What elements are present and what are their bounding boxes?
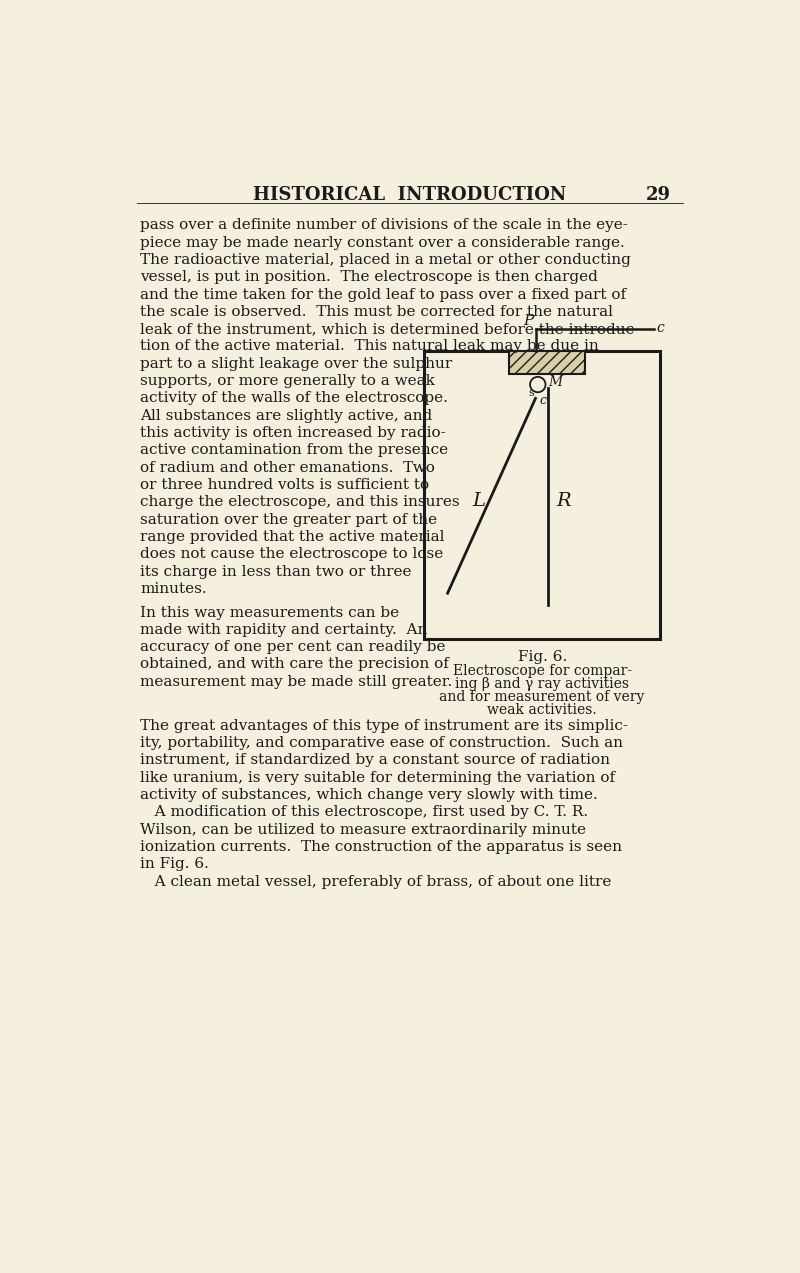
Text: in Fig. 6.: in Fig. 6. [140, 857, 209, 871]
Text: tion of the active material.  This natural leak may be due in: tion of the active material. This natura… [140, 340, 599, 354]
Text: A clean metal vessel, preferably of brass, of about one litre: A clean metal vessel, preferably of bras… [140, 875, 612, 889]
Text: L: L [472, 491, 485, 509]
Text: pass over a definite number of divisions of the scale in the eye-: pass over a definite number of divisions… [140, 218, 628, 232]
Text: M: M [548, 376, 562, 390]
Text: ing β and γ ray activities: ing β and γ ray activities [455, 677, 629, 691]
Text: supports, or more generally to a weak: supports, or more generally to a weak [140, 374, 435, 388]
Text: activity of the walls of the electroscope.: activity of the walls of the electroscop… [140, 392, 448, 406]
Text: part to a slight leakage over the sulphur: part to a slight leakage over the sulphu… [140, 356, 453, 370]
Text: All substances are slightly active, and: All substances are slightly active, and [140, 409, 433, 423]
Text: minutes.: minutes. [140, 582, 207, 596]
Text: of radium and other emanations.  Two: of radium and other emanations. Two [140, 461, 435, 475]
Text: activity of substances, which change very slowly with time.: activity of substances, which change ver… [140, 788, 598, 802]
Text: 29: 29 [646, 186, 670, 204]
Text: vessel, is put in position.  The electroscope is then charged: vessel, is put in position. The electros… [140, 270, 598, 284]
Text: ity, portability, and comparative ease of construction.  Such an: ity, portability, and comparative ease o… [140, 736, 623, 750]
Text: made with rapidity and certainty.  An: made with rapidity and certainty. An [140, 622, 428, 636]
Text: piece may be made nearly constant over a considerable range.: piece may be made nearly constant over a… [140, 236, 625, 250]
Text: c': c' [539, 393, 550, 407]
Text: The great advantages of this type of instrument are its simplic-: The great advantages of this type of ins… [140, 719, 628, 733]
Text: P: P [523, 313, 533, 327]
Text: HISTORICAL  INTRODUCTION: HISTORICAL INTRODUCTION [254, 186, 566, 204]
Text: and for measurement of very: and for measurement of very [439, 690, 645, 704]
Text: its charge in less than two or three: its charge in less than two or three [140, 565, 412, 579]
Text: Fig. 6.: Fig. 6. [518, 651, 566, 665]
Text: leak of the instrument, which is determined before the introduc-: leak of the instrument, which is determi… [140, 322, 639, 336]
Text: the scale is observed.  This must be corrected for the natural: the scale is observed. This must be corr… [140, 304, 614, 318]
Text: does not cause the electroscope to lose: does not cause the electroscope to lose [140, 547, 443, 561]
Text: charge the electroscope, and this insures: charge the electroscope, and this insure… [140, 495, 460, 509]
Text: ionization currents.  The construction of the apparatus is seen: ionization currents. The construction of… [140, 840, 622, 854]
Text: like uranium, is very suitable for determining the variation of: like uranium, is very suitable for deter… [140, 770, 615, 784]
Text: weak activities.: weak activities. [487, 703, 597, 717]
Text: and the time taken for the gold leaf to pass over a fixed part of: and the time taken for the gold leaf to … [140, 288, 626, 302]
Text: c: c [657, 321, 664, 335]
Text: range provided that the active material: range provided that the active material [140, 530, 445, 544]
Text: In this way measurements can be: In this way measurements can be [140, 606, 399, 620]
Bar [424, 350, 660, 639]
Text: Electroscope for compar-: Electroscope for compar- [453, 665, 632, 679]
Text: saturation over the greater part of the: saturation over the greater part of the [140, 513, 438, 527]
Text: accuracy of one per cent can readily be: accuracy of one per cent can readily be [140, 640, 446, 654]
Text: active contamination from the presence: active contamination from the presence [140, 443, 449, 457]
Text: R: R [556, 491, 570, 509]
Bar [509, 350, 585, 374]
Text: instrument, if standardized by a constant source of radiation: instrument, if standardized by a constan… [140, 754, 610, 768]
Text: or three hundred volts is sufficient to: or three hundred volts is sufficient to [140, 479, 430, 493]
Text: s: s [529, 387, 534, 397]
Text: The radioactive material, placed in a metal or other conducting: The radioactive material, placed in a me… [140, 253, 631, 267]
Text: obtained, and with care the precision of: obtained, and with care the precision of [140, 657, 449, 671]
Text: A modification of this electroscope, first used by C. T. R.: A modification of this electroscope, fir… [140, 806, 589, 820]
Text: Wilson, can be utilized to measure extraordinarily minute: Wilson, can be utilized to measure extra… [140, 822, 586, 836]
Text: this activity is often increased by radio-: this activity is often increased by radi… [140, 426, 446, 440]
Text: measurement may be made still greater.: measurement may be made still greater. [140, 675, 453, 689]
